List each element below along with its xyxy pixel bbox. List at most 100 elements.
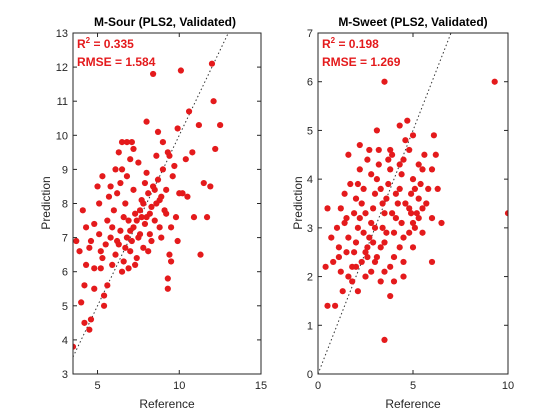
data-point <box>324 302 331 309</box>
data-point <box>133 217 140 224</box>
data-point <box>122 244 129 251</box>
data-point <box>102 241 109 248</box>
data-point <box>190 214 198 221</box>
data-point <box>185 108 193 115</box>
data-point <box>400 156 407 163</box>
axes-frame <box>317 32 509 375</box>
x-tick-label: 10 <box>502 380 514 392</box>
y-tick-label: 0 <box>307 369 313 381</box>
data-point <box>122 200 129 207</box>
data-point <box>163 186 170 193</box>
axis-ticks: 0 5 10 0 1 2 3 4 5 6 7 <box>307 28 514 392</box>
data-point <box>159 139 167 146</box>
data-point <box>362 273 369 280</box>
data-point <box>347 180 354 188</box>
data-point <box>169 173 176 180</box>
x-tick-label: 15 <box>255 380 267 392</box>
data-point <box>125 265 132 272</box>
x-tick-label: 0 <box>315 380 321 392</box>
data-point <box>337 205 344 212</box>
data-point <box>145 190 152 197</box>
data-point <box>110 207 117 214</box>
data-point <box>379 224 386 231</box>
data-point <box>208 60 216 67</box>
y-tick-label: 8 <box>62 199 68 211</box>
data-point <box>406 146 413 154</box>
data-point <box>136 207 144 214</box>
data-point <box>132 261 139 268</box>
data-point <box>394 200 401 207</box>
data-point <box>408 190 415 197</box>
data-point <box>364 156 371 163</box>
data-point <box>406 229 413 236</box>
data-point <box>87 316 95 323</box>
data-point <box>164 275 171 282</box>
data-point <box>371 224 379 231</box>
data-point <box>377 278 384 285</box>
data-point <box>146 210 153 217</box>
data-point <box>123 173 131 180</box>
data-point <box>128 139 135 146</box>
y-tick-label: 6 <box>62 267 68 279</box>
data-point <box>166 251 173 258</box>
data-point <box>104 217 111 224</box>
y-tick-label: 4 <box>307 174 313 186</box>
data-point <box>86 326 93 333</box>
data-point <box>163 210 170 217</box>
data-point <box>148 237 155 245</box>
r2-stat: R2 = 0.198 <box>322 36 379 51</box>
data-point <box>335 244 342 251</box>
data-point <box>112 251 119 258</box>
data-point <box>415 161 422 168</box>
data-point <box>381 239 388 246</box>
y-tick-label: 11 <box>57 96 68 108</box>
y-tick-label: 9 <box>62 164 68 176</box>
data-point <box>125 217 132 224</box>
data-point <box>203 214 211 221</box>
data-point <box>354 180 361 188</box>
data-point <box>337 268 344 275</box>
data-point <box>389 210 396 217</box>
y-tick-label: 7 <box>307 28 313 40</box>
data-point <box>87 237 95 245</box>
data-point <box>86 244 93 251</box>
data-point <box>339 288 346 295</box>
r2-exponent: 2 <box>86 36 91 45</box>
data-point <box>164 285 171 292</box>
data-point <box>94 183 101 190</box>
data-point <box>115 149 122 156</box>
data-point <box>133 254 140 262</box>
data-point <box>97 265 104 272</box>
data-point <box>96 200 103 207</box>
data-point <box>362 249 369 256</box>
data-point <box>333 224 341 231</box>
data-point <box>130 145 137 153</box>
data-point <box>150 70 157 78</box>
data-point <box>364 244 371 251</box>
data-point <box>112 166 119 173</box>
data-point <box>356 141 363 149</box>
data-point <box>491 78 498 85</box>
data-point <box>402 137 409 144</box>
r2-label: R <box>322 37 331 51</box>
data-point <box>109 224 116 231</box>
data-point <box>81 282 88 289</box>
data-point <box>343 215 350 222</box>
y-tick-label: 4 <box>62 335 68 347</box>
rmse-stat: RMSE = 1.269 <box>322 55 401 69</box>
data-point <box>195 121 202 129</box>
data-point <box>425 185 432 192</box>
data-point <box>356 166 363 173</box>
chart-title: M-Sour (PLS2, Validated) <box>94 15 236 29</box>
data-point <box>352 195 360 202</box>
data-point <box>171 162 178 170</box>
data-point <box>428 258 436 266</box>
data-point <box>145 248 152 255</box>
data-point <box>370 205 377 212</box>
data-point <box>428 215 436 222</box>
data-point <box>73 343 77 350</box>
y-tick-label: 12 <box>56 62 68 74</box>
data-point <box>174 237 181 245</box>
data-point <box>430 132 437 139</box>
